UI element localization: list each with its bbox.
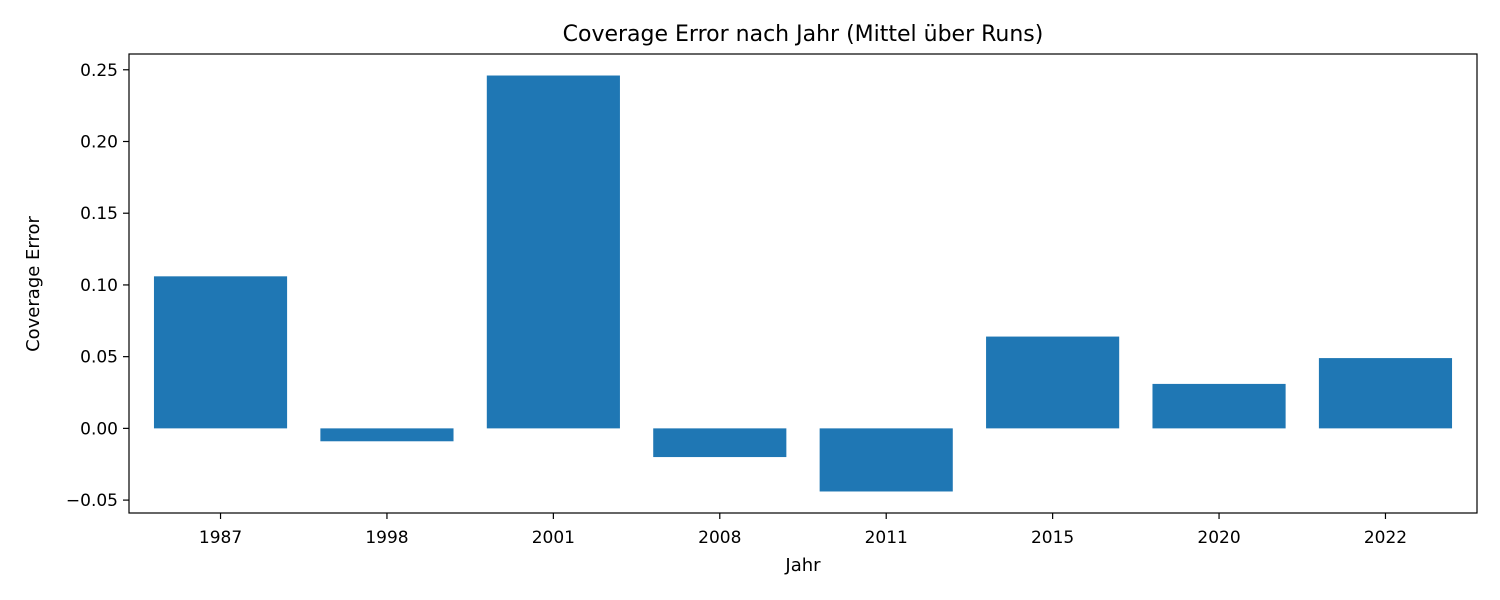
bar-2008 — [653, 428, 787, 458]
x-tick-label-2022: 2022 — [1364, 528, 1407, 548]
bar-2022 — [1318, 358, 1453, 429]
bar-2011 — [819, 428, 953, 492]
y-tick-label: 0.10 — [80, 276, 118, 296]
plot-frame — [128, 53, 1478, 514]
x-tick-label-2008: 2008 — [698, 528, 741, 548]
x-tick-label-1998: 1998 — [365, 528, 408, 548]
y-tick-label: 0.00 — [80, 419, 118, 439]
bar-1987 — [153, 276, 288, 429]
x-tick-label-2015: 2015 — [1031, 528, 1074, 548]
bar-2001 — [486, 75, 620, 429]
y-axis-label: Coverage Error — [23, 215, 44, 351]
y-tick-label: 0.20 — [80, 132, 118, 152]
y-tick-label: 0.15 — [80, 204, 118, 224]
chart-title: Coverage Error nach Jahr (Mittel über Ru… — [563, 22, 1044, 47]
y-tick-label: 0.05 — [80, 348, 118, 368]
bar-1998 — [320, 428, 454, 442]
x-tick-label-1987: 1987 — [199, 528, 242, 548]
bars-group — [153, 75, 1453, 492]
y-axis-ticks: −0.05 0.00 0.05 0.10 0.15 0.20 0.25 — [66, 61, 129, 511]
x-axis-label: Jahr — [784, 555, 821, 576]
bar-2020 — [1152, 383, 1286, 429]
y-tick-label: −0.05 — [66, 491, 118, 511]
x-tick-label-2020: 2020 — [1197, 528, 1240, 548]
x-axis-ticks: 1987 1998 2001 2008 2011 2015 2020 2022 — [199, 513, 1407, 548]
y-tick-label: 0.25 — [80, 61, 118, 81]
bar-2015 — [986, 336, 1120, 429]
x-tick-label-2001: 2001 — [532, 528, 575, 548]
x-tick-label-2011: 2011 — [865, 528, 908, 548]
